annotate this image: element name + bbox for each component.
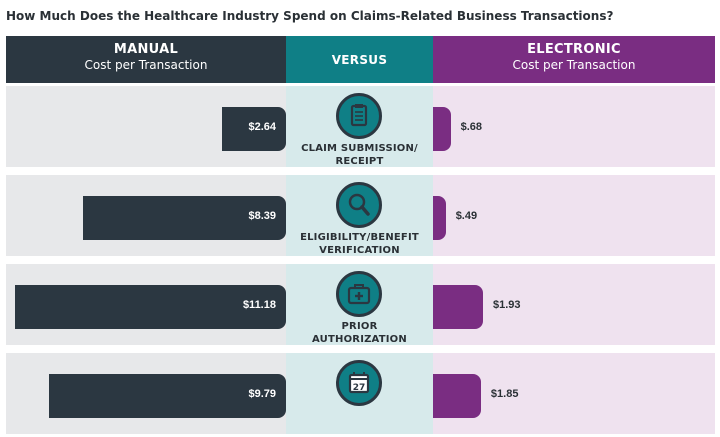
header-electronic-subtitle: Cost per Transaction [512,58,636,72]
header-manual-title: MANUAL [113,42,179,57]
header-versus: VERSUS [286,36,433,83]
header-manual-subtitle: Cost per Transaction [84,58,208,72]
electronic-value-label: $.68 [460,121,483,133]
electronic-value-label: $1.93 [493,299,521,311]
header-electronic-title: ELECTRONIC [527,42,621,57]
category-label-line: RECEIPT [335,156,384,167]
header-electronic: ELECTRONIC Cost per Transaction [433,36,715,83]
row-divider [6,167,715,170]
category-label-line: AUTHORIZATION [312,334,407,345]
manual-bar: $9.79 [48,374,286,418]
category-label: PRIOR AUTHORIZATION [286,320,433,346]
chart-title: How Much Does the Healthcare Industry Sp… [6,9,614,23]
manual-value-label: $2.64 [248,121,276,133]
row-divider [6,345,715,348]
category-label-line: ELIGIBILITY/BENEFIT [300,232,419,243]
category-label-line: CLAIM SUBMISSION/ [301,143,418,154]
manual-value-label: $8.39 [248,210,276,222]
header-versus-label: VERSUS [331,53,388,67]
manual-bar: $8.39 [82,196,286,240]
manual-value-label: $9.79 [248,388,276,400]
manual-bar: $11.18 [14,285,286,329]
chart-row: $2.64 $.68 CLAIM SUBMISSION/RECEIPT [6,86,715,170]
manual-value-label: $11.18 [242,299,276,311]
category-label: CLAIM SUBMISSION/RECEIPT [286,142,433,168]
electronic-bar [433,374,481,418]
chart-row: $9.79 $1.85 27 [6,353,715,437]
magnifier-icon [336,182,382,228]
medical-bag-icon [336,271,382,317]
calendar-day-label: 27 [353,383,366,393]
electronic-bar [433,107,451,151]
electronic-value-label: $.49 [455,210,478,222]
row-divider [6,256,715,259]
electronic-column-bg [433,86,715,170]
manual-bar: $2.64 [222,107,286,151]
clipboard-icon [336,93,382,139]
chart-row: $8.39 $.49 ELIGIBILITY/BENEFIT VERIFICATION [6,175,715,259]
calendar-icon: 27 [336,360,382,406]
chart-row: $11.18 $1.93 PRIOR AUTHORIZATION [6,264,715,348]
category-label: ELIGIBILITY/BENEFIT VERIFICATION [286,231,433,257]
category-label-line: PRIOR [341,321,378,332]
electronic-bar [433,196,446,240]
electronic-column-bg [433,175,715,259]
category-label-line: VERIFICATION [319,245,400,256]
electronic-bar [433,285,483,329]
electronic-value-label: $1.85 [490,388,519,400]
header-manual: MANUAL Cost per Transaction [6,36,286,83]
